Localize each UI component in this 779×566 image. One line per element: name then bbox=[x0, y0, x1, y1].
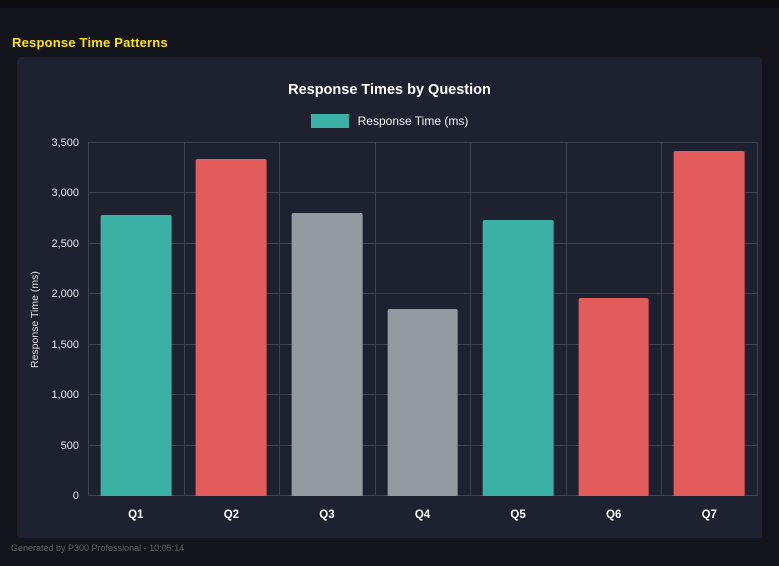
top-strip bbox=[0, 0, 779, 8]
legend-label: Response Time (ms) bbox=[357, 114, 469, 128]
y-tick-label: 0 bbox=[72, 490, 79, 502]
gridline-vertical bbox=[470, 143, 472, 496]
bar-Q3[interactable] bbox=[291, 212, 363, 496]
y-axis-ticks: 0 500 1,000 1,500 2,000 2,500 3,000 3,500 bbox=[35, 137, 79, 502]
page-title: Response Time Patterns bbox=[12, 35, 168, 50]
legend-swatch bbox=[310, 114, 349, 128]
bar-Q2[interactable] bbox=[195, 159, 267, 496]
y-tick-label: 2,000 bbox=[51, 288, 79, 301]
gridline-vertical bbox=[183, 143, 185, 496]
bar-Q4[interactable] bbox=[387, 309, 458, 496]
y-tick-label: 1,500 bbox=[51, 338, 79, 351]
x-tick-label: Q4 bbox=[414, 509, 431, 521]
gridline-vertical bbox=[661, 143, 663, 496]
chart-title: Response Times by Question bbox=[288, 82, 491, 98]
bar-Q7[interactable] bbox=[673, 151, 745, 496]
gridline-vertical bbox=[757, 143, 758, 496]
chart-panel: Response Times by Question Response Time… bbox=[17, 57, 762, 538]
x-tick-label: Q3 bbox=[319, 509, 335, 521]
y-tick-label: 3,000 bbox=[51, 187, 79, 200]
bar-Q6[interactable] bbox=[578, 298, 649, 496]
bar-Q5[interactable] bbox=[482, 219, 554, 496]
footer-text: Generated by P300 Professional - 10:05:1… bbox=[11, 543, 185, 553]
y-tick-label: 3,500 bbox=[51, 137, 79, 149]
x-axis-labels: Q1 Q2 Q3 Q4 Q5 Q6 Q7 bbox=[88, 509, 757, 521]
y-tick-label: 500 bbox=[60, 439, 79, 452]
gridline-horizontal bbox=[88, 293, 757, 295]
gridline-vertical bbox=[374, 143, 376, 496]
plot-area bbox=[88, 142, 758, 496]
x-tick-label: Q5 bbox=[510, 509, 526, 521]
gridline-horizontal bbox=[88, 242, 757, 244]
x-tick-label: Q7 bbox=[701, 509, 717, 521]
x-tick-label: Q6 bbox=[606, 509, 622, 521]
gridline-horizontal bbox=[88, 192, 757, 194]
x-tick-label: Q2 bbox=[223, 509, 240, 521]
gridline-vertical bbox=[88, 143, 89, 496]
gridline-horizontal bbox=[88, 142, 757, 143]
y-tick-label: 1,000 bbox=[51, 389, 79, 402]
bar-Q1[interactable] bbox=[100, 214, 172, 496]
gridline-vertical bbox=[279, 143, 281, 496]
y-tick-label: 2,500 bbox=[51, 237, 79, 250]
x-tick-label: Q1 bbox=[128, 509, 144, 521]
chart-legend[interactable]: Response Time (ms) bbox=[17, 114, 762, 128]
gridline-vertical bbox=[565, 143, 567, 496]
